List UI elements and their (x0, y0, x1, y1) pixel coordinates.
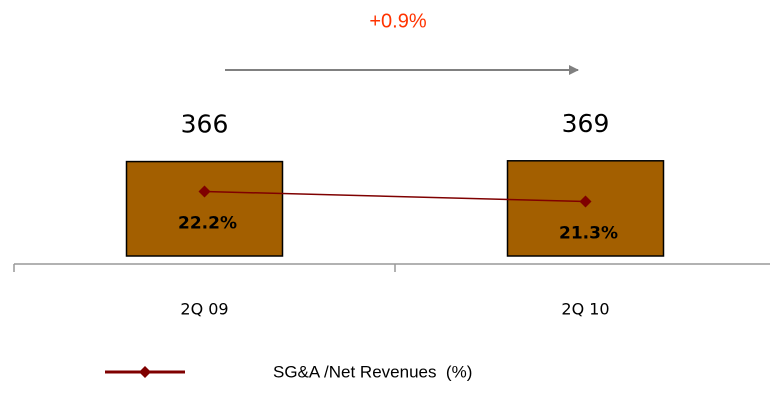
bar (125, 160, 284, 257)
annotation: +0.9% (369, 10, 426, 32)
line (204, 190, 586, 203)
line-value-label: 21.3% (559, 224, 618, 244)
bar-value-label: 366 (181, 110, 229, 139)
x-tick-label: 2Q 09 (180, 300, 228, 319)
bar (506, 160, 665, 257)
line-value-label: 22.2% (178, 214, 237, 234)
line-marker (579, 195, 592, 208)
x-tick-label: 2Q 10 (561, 300, 609, 319)
legend-label: SG&A /Net Revenues (%) (273, 362, 472, 381)
legend-marker (139, 366, 151, 378)
bar-value-label: 369 (562, 109, 610, 138)
line-marker (198, 185, 211, 198)
